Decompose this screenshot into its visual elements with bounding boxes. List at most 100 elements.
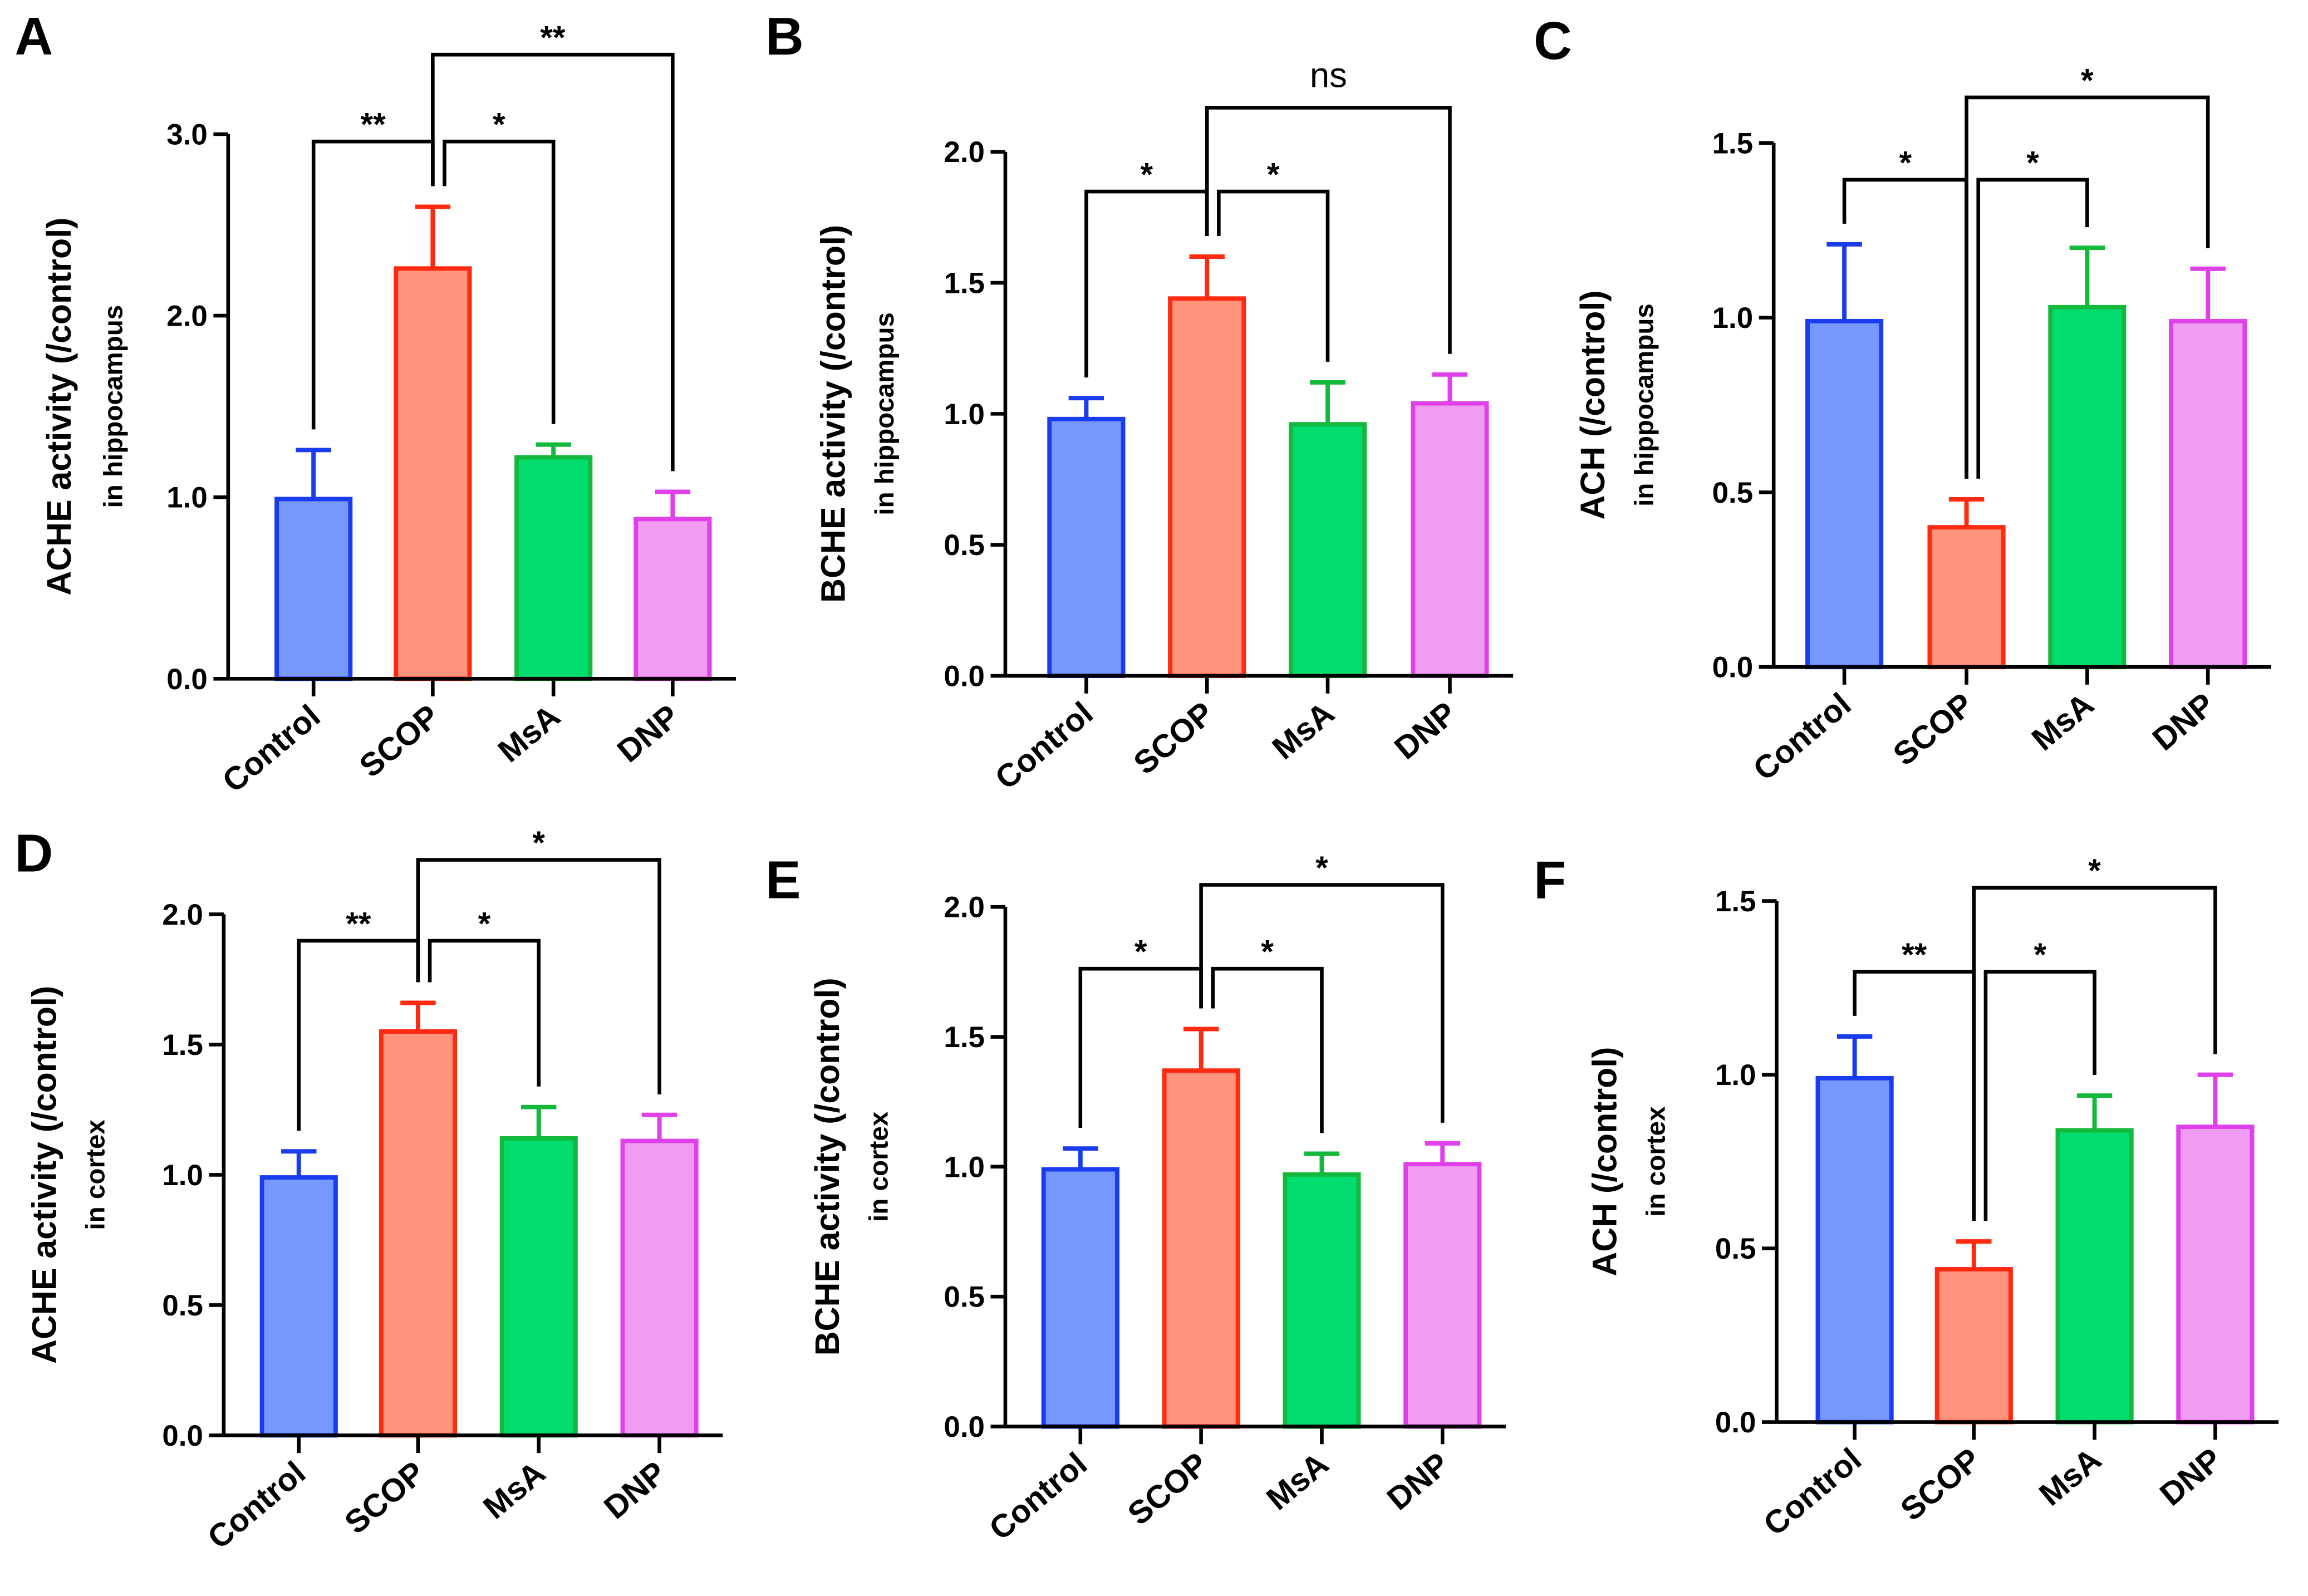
significance-label: ** — [540, 20, 566, 56]
bar-msa — [514, 455, 593, 681]
x-tick-label: SCOP — [1894, 1441, 1987, 1528]
x-tick-label: MsA — [1260, 1446, 1335, 1518]
y-tick-label: 0.5 — [944, 529, 985, 562]
bar-scop — [1162, 1068, 1240, 1429]
panel-c: C Control SCOP MsA DNP 0.0 0.5 1.0 1.5 ACH (/cont… — [1534, 12, 2271, 788]
x-tick-label: Control — [983, 1446, 1094, 1548]
significance-label: ** — [346, 906, 371, 942]
significance-label: * — [2088, 853, 2101, 889]
y-tick-label: 0.5 — [1715, 1232, 1756, 1265]
y-tick-label: 0.5 — [1712, 477, 1754, 509]
y-axis-label: ACH (/control) — [1585, 1047, 1623, 1276]
significance-bracket — [1217, 189, 1330, 362]
x-tick-label: MsA — [2032, 1441, 2108, 1513]
panel-d: D Control SCOP MsA DNP 0.0 0.5 1.0 1.5 2.0 ACHE ac… — [14, 824, 723, 1556]
significance-label: ** — [1902, 937, 1927, 973]
panel-e: E Control SCOP MsA DNP 0.0 0.5 1.0 1.5 2.0 BCHE ac… — [765, 850, 1506, 1547]
x-tick-label: Control — [201, 1455, 312, 1556]
y-axis-label: ACHE activity (/control) — [25, 986, 63, 1364]
bar-scop — [379, 1029, 458, 1438]
bar-dnp — [634, 517, 712, 681]
x-tick-label: MsA — [2025, 686, 2101, 758]
y-tick-label: 0.0 — [162, 1420, 203, 1452]
bar-control — [1041, 1167, 1119, 1429]
bar-dnp — [1403, 1162, 1482, 1429]
significance-bracket — [1205, 106, 1452, 354]
significance-label: * — [1899, 145, 1912, 181]
panel-letter: B — [765, 7, 804, 66]
significance-label: * — [1135, 934, 1147, 970]
x-tick-label: SCOP — [1127, 695, 1220, 782]
significance-label: * — [2034, 937, 2046, 973]
panel-letter: C — [1534, 12, 1572, 71]
y-axis-sublabel: in hippocampus — [99, 305, 128, 508]
bar-control — [274, 497, 353, 681]
significance-label: * — [1267, 157, 1280, 193]
significance-bracket — [443, 139, 556, 424]
significance-label: * — [493, 107, 505, 143]
y-tick-label: 1.5 — [1712, 127, 1754, 160]
panel-letter: A — [14, 7, 53, 66]
bar-dnp — [1411, 401, 1489, 679]
x-tick-label: DNP — [1381, 1446, 1456, 1518]
significance-label: * — [532, 825, 545, 861]
x-tick-label: Control — [988, 695, 1099, 797]
x-tick-label: MsA — [492, 698, 567, 770]
x-tick-label: DNP — [2146, 686, 2222, 758]
y-axis-sublabel: in hippocampus — [870, 312, 900, 515]
significance-bracket — [1976, 178, 2089, 479]
y-tick-label: 1.0 — [944, 398, 985, 431]
bar-scop — [1934, 1267, 2013, 1425]
bar-dnp — [620, 1138, 699, 1438]
bar-scop — [1927, 525, 2006, 670]
panel-b: B Control SCOP MsA DNP 0.0 0.5 1.0 1.5 2.0 BCHE ac… — [765, 7, 1514, 797]
x-tick-label: Control — [1746, 686, 1858, 788]
significance-label: * — [1315, 850, 1328, 886]
significance-label: * — [2026, 145, 2039, 181]
y-tick-label: 1.5 — [944, 1021, 985, 1054]
bar-dnp — [2169, 318, 2247, 670]
significance-bracket — [1983, 970, 2096, 1221]
bar-msa — [499, 1136, 578, 1438]
x-tick-label: SCOP — [338, 1455, 431, 1541]
y-tick-label: 0.0 — [944, 1411, 985, 1443]
y-tick-label: 1.0 — [944, 1151, 985, 1184]
bar-dnp — [2176, 1124, 2255, 1425]
y-tick-label: 1.0 — [1712, 302, 1754, 335]
y-tick-label: 0.5 — [944, 1281, 985, 1314]
y-tick-label: 2.0 — [944, 136, 985, 169]
bar-msa — [2055, 1128, 2134, 1425]
bar-scop — [394, 266, 472, 681]
y-axis-label: BCHE activity (/control) — [808, 978, 846, 1356]
bar-msa — [1288, 422, 1367, 679]
significance-bracket — [428, 939, 541, 1087]
y-tick-label: 1.5 — [1715, 885, 1756, 918]
x-tick-label: DNP — [611, 698, 686, 770]
panel-letter: F — [1534, 851, 1566, 910]
panel-letter: E — [765, 851, 801, 910]
panel-a: A Control SCOP MsA DNP 0.0 1.0 2.0 3.0 ACHE activ… — [14, 7, 736, 799]
x-tick-label: MsA — [477, 1455, 552, 1526]
panel-f: F Control SCOP MsA DNP 0.0 0.5 1.0 1.5 ACH (/cont… — [1534, 851, 2279, 1543]
y-tick-label: 2.0 — [944, 891, 985, 924]
y-tick-label: 1.0 — [162, 1159, 203, 1192]
x-tick-label: DNP — [1388, 695, 1464, 767]
significance-bracket — [1211, 966, 1324, 1133]
y-tick-label: 0.0 — [944, 660, 985, 693]
panel-letter: D — [14, 824, 53, 883]
y-axis-label: ACH (/control) — [1574, 291, 1612, 520]
y-tick-label: 1.5 — [944, 267, 985, 300]
y-tick-label: 0.0 — [1715, 1406, 1756, 1439]
significance-bracket — [1199, 883, 1445, 1123]
x-tick-label: SCOP — [1121, 1446, 1215, 1533]
x-tick-label: DNP — [2153, 1441, 2229, 1513]
y-tick-label: 0.5 — [162, 1289, 203, 1322]
significance-label: ** — [361, 107, 386, 143]
significance-label: ns — [1310, 56, 1347, 95]
x-tick-label: DNP — [597, 1455, 673, 1526]
x-tick-label: SCOP — [1887, 686, 1980, 773]
y-axis-sublabel: in cortex — [1642, 1106, 1671, 1217]
significance-label: * — [478, 906, 491, 942]
significance-label: * — [2081, 62, 2094, 99]
